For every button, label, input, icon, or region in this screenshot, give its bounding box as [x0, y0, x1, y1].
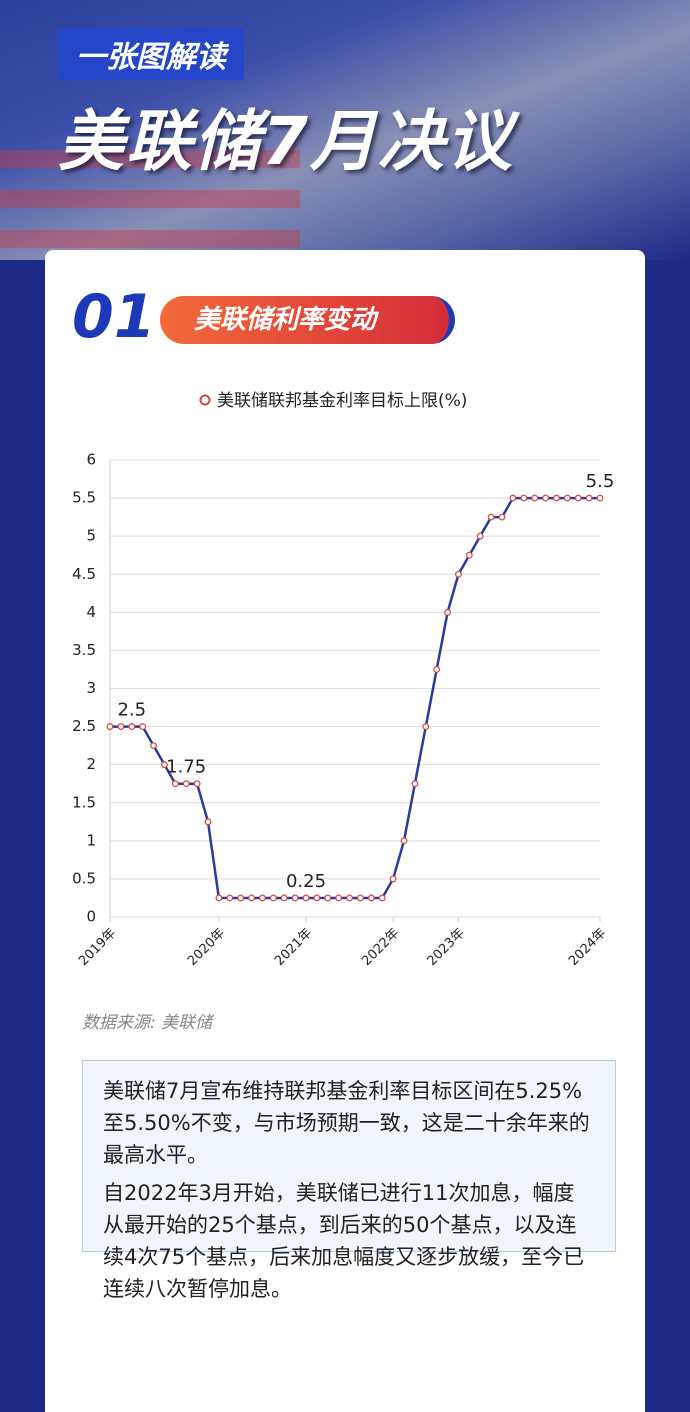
point	[596, 494, 604, 502]
point	[335, 894, 343, 902]
legend-label: 美联储联邦基金利率目标上限(%)	[217, 391, 467, 411]
point	[302, 894, 310, 902]
point	[476, 532, 484, 540]
point	[378, 894, 386, 902]
point	[444, 608, 451, 616]
y-tick-label: 5.5	[72, 489, 96, 507]
point	[291, 894, 299, 902]
point	[542, 494, 549, 502]
x-tick-label: 2023年	[425, 926, 468, 969]
point	[422, 723, 430, 730]
data-label: 2.5	[117, 700, 146, 721]
point	[117, 723, 125, 730]
paragraph: 自2022年3月开始，美联储已进行11次加息，幅度从最开始的25个基点，到后来的…	[103, 1181, 585, 1301]
point	[324, 894, 332, 902]
point	[106, 723, 114, 730]
point	[161, 761, 168, 769]
point	[280, 894, 288, 902]
y-tick-label: 5	[86, 527, 96, 545]
point	[574, 494, 582, 502]
y-tick-label: 2	[86, 755, 96, 773]
point	[498, 513, 506, 521]
point	[248, 894, 255, 902]
flag-stripe	[0, 150, 300, 168]
point	[139, 723, 147, 730]
x-tick-label: 2024年	[566, 926, 609, 969]
point	[531, 494, 539, 502]
kicker: 一张图解读	[58, 28, 244, 80]
data-label: 0.25	[286, 871, 326, 892]
legend-marker	[199, 394, 211, 406]
point	[215, 894, 223, 902]
point	[182, 780, 190, 788]
page-title: 美联储7月决议	[58, 103, 514, 180]
point	[487, 513, 495, 521]
point	[357, 894, 364, 902]
point	[150, 742, 157, 750]
section-number: 01	[72, 282, 156, 352]
y-tick-label: 1	[86, 831, 96, 849]
point	[313, 894, 321, 902]
section-title: 美联储利率变动	[160, 296, 455, 344]
point	[455, 570, 462, 578]
point	[520, 494, 528, 502]
data-label: 1.75	[166, 757, 206, 778]
point	[346, 894, 353, 902]
point	[553, 494, 560, 502]
y-tick-label: 4	[86, 603, 96, 621]
point	[367, 894, 375, 902]
y-tick-label: 1.5	[72, 793, 96, 811]
point	[400, 837, 408, 845]
point	[509, 494, 517, 502]
flag-stripe	[0, 230, 300, 248]
point	[226, 894, 234, 902]
point	[128, 723, 136, 730]
paragraph: 美联储7月宣布维持联邦基金利率目标区间在5.25%至5.50%不变，与市场预期一…	[103, 1079, 590, 1167]
y-tick-label: 6	[86, 451, 96, 469]
x-tick-label: 2019年	[76, 926, 119, 969]
flag-stripe	[0, 190, 300, 208]
y-tick-label: 4.5	[72, 565, 96, 583]
point	[204, 818, 212, 826]
source: 数据来源: 美联储	[82, 1013, 213, 1033]
data-label: 5.5	[586, 471, 615, 492]
y-tick-label: 3.5	[72, 641, 96, 659]
chart: 0 0.5 1 1.5 2 2.5 3 3.5 4 4.5 5 5.5 6 2019年 2020年 2021年…	[72, 391, 615, 969]
point	[433, 666, 441, 673]
point	[389, 875, 397, 883]
y-tick-label: 2.5	[72, 717, 96, 735]
point	[563, 494, 571, 502]
point	[171, 780, 179, 788]
point	[193, 780, 201, 788]
point	[259, 894, 266, 902]
x-tick-label: 2021年	[272, 926, 315, 969]
point	[585, 494, 593, 502]
x-tick-label: 2020年	[185, 926, 228, 969]
y-tick-label: 0	[86, 908, 96, 926]
y-tick-label: 3	[86, 679, 96, 697]
text-box: 美联储7月宣布维持联邦基金利率目标区间在5.25%至5.50%不变，与市场预期一…	[82, 1060, 616, 1301]
point	[269, 894, 277, 902]
line	[110, 496, 600, 900]
y-tick-label: 0.5	[72, 869, 96, 887]
point	[465, 551, 473, 559]
point	[237, 894, 245, 902]
point	[411, 780, 419, 788]
x-tick-label: 2022年	[359, 926, 402, 969]
